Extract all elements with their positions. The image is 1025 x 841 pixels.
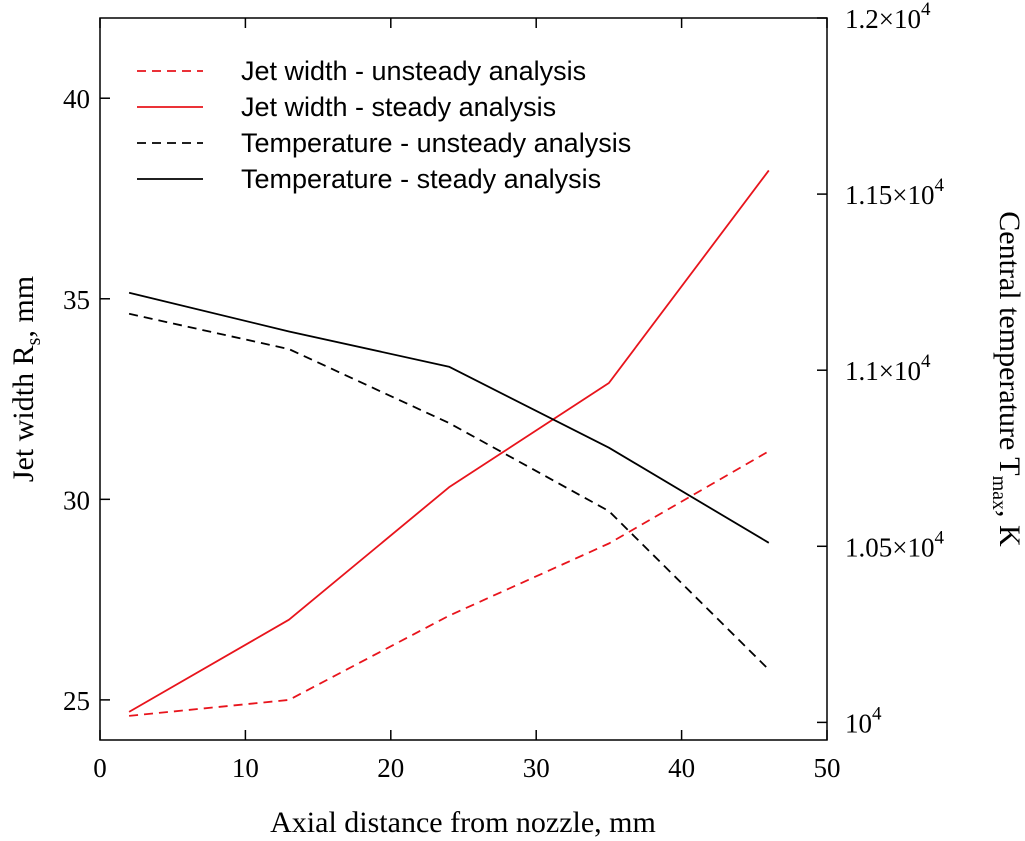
series-line-1 bbox=[129, 450, 770, 717]
y-right-tick-label: 1.05×104 bbox=[845, 527, 944, 562]
tick-layer: 0 10 20 30 40 50253035401041.05×1041.1×1041.1… bbox=[63, 0, 944, 783]
y-axis-left-title: Jet width Rs, mm bbox=[7, 276, 45, 482]
legend-label: Jet width - steady analysis bbox=[241, 92, 556, 122]
legend-label: Temperature - steady analysis bbox=[241, 164, 601, 194]
series-line-4 bbox=[128, 291, 770, 544]
y-right-tick-label: 1.1×104 bbox=[845, 351, 931, 386]
y-right-tick-mantissa: 1.15×10 bbox=[845, 180, 934, 210]
y-left-tick-label: 40 bbox=[63, 84, 90, 114]
y-right-title-main: Central temperature T bbox=[993, 211, 1025, 475]
y-left-title-main: Jet width R bbox=[7, 345, 40, 482]
y-right-tick-label: 1.2×104 bbox=[845, 0, 931, 34]
x-tick-label: 20 bbox=[377, 753, 404, 783]
y-right-title-tail: , K bbox=[993, 510, 1025, 547]
y-right-tick-exponent: 4 bbox=[934, 175, 944, 196]
y-left-tick-label: 25 bbox=[63, 686, 90, 716]
y-right-title-sub: max bbox=[988, 476, 1010, 510]
y-right-tick-exponent: 4 bbox=[934, 527, 944, 548]
y-right-tick-mantissa: 10 bbox=[845, 708, 872, 738]
y-right-tick-mantissa: 1.05×10 bbox=[845, 532, 934, 562]
x-tick-label: 10 bbox=[232, 753, 259, 783]
y-right-tick-mantissa: 1.1×10 bbox=[845, 356, 921, 386]
y-left-tick-label: 35 bbox=[63, 285, 90, 315]
series-layer bbox=[128, 169, 770, 717]
x-axis-title: Axial distance from nozzle, mm bbox=[270, 806, 656, 839]
series-line-3 bbox=[128, 312, 770, 671]
plot-frame bbox=[99, 17, 828, 741]
x-tick-label: 50 bbox=[814, 753, 841, 783]
y-axis-right-title: Central temperature Tmax, K bbox=[988, 211, 1025, 547]
y-left-title-sub: s bbox=[23, 337, 45, 345]
x-tick-label: 40 bbox=[668, 753, 695, 783]
y-left-title-tail: , mm bbox=[7, 276, 40, 338]
legend-label: Temperature - unsteady analysis bbox=[241, 128, 631, 158]
y-right-tick-label: 1.15×104 bbox=[845, 175, 944, 210]
x-tick-label: 30 bbox=[523, 753, 550, 783]
y-right-tick-label: 104 bbox=[845, 703, 882, 738]
series-line-2 bbox=[128, 169, 770, 713]
y-right-tick-exponent: 4 bbox=[921, 351, 931, 372]
legend-label: Jet width - unsteady analysis bbox=[241, 56, 586, 86]
y-right-tick-exponent: 4 bbox=[872, 703, 882, 724]
y-right-tick-exponent: 4 bbox=[921, 0, 931, 20]
y-left-tick-label: 30 bbox=[63, 485, 90, 515]
x-tick-label: 0 bbox=[93, 753, 107, 783]
legend: Jet width - unsteady analysis Jet width -… bbox=[137, 56, 631, 194]
y-right-tick-mantissa: 1.2×10 bbox=[845, 4, 921, 34]
